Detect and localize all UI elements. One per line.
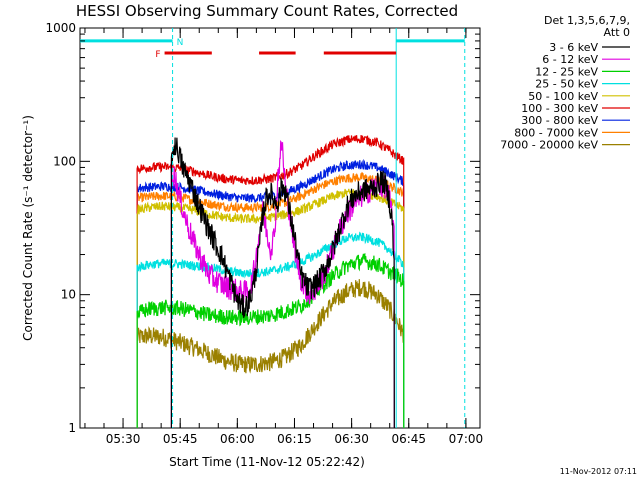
series-line-3to6kev (170, 137, 395, 429)
y-tick-label: 10 (61, 288, 76, 302)
series-layer (136, 134, 405, 429)
legend-header-line-1: Det 1,3,5,6,7,9, (544, 14, 630, 27)
flag-layer: FN (80, 28, 466, 428)
x-tick-label: 05:45 (163, 432, 198, 446)
series-line-12to25kev (136, 252, 405, 429)
x-tick-label: 06:45 (391, 432, 426, 446)
legend-entry-label: 12 - 25 keV (535, 65, 598, 78)
tick-layer: 1 10 100 1000 05:30 05:45 06:00 06:15 06:30 06:45… (45, 21, 483, 446)
y-tick-label: 1 (68, 421, 76, 435)
night-flag-label: N (177, 38, 184, 48)
x-tick-label: 06:15 (277, 432, 312, 446)
y-tick-label: 1000 (45, 21, 76, 35)
legend-entry-label: 50 - 100 keV (528, 90, 598, 103)
y-tick-label: 100 (53, 154, 76, 168)
legend-entry-label: 6 - 12 keV (542, 53, 598, 66)
x-tick-label: 05:30 (106, 432, 141, 446)
series-line-7000to20000kev (136, 279, 405, 429)
legend-entry-label: 25 - 50 keV (535, 78, 598, 91)
plot-frame (79, 27, 481, 429)
y-axis-label: Corrected Count Rate (s⁻¹ detector⁻¹) (21, 115, 35, 341)
flare-flag-label: F (155, 50, 160, 60)
chart-title: HESSI Observing Summary Count Rates, Cor… (76, 2, 458, 20)
x-tick-label: 06:30 (334, 432, 369, 446)
footer-date: 11-Nov-2012 07:11 (560, 467, 637, 476)
series-line-25to50kev (136, 231, 405, 429)
legend-entry-label: 7000 - 20000 keV (500, 139, 598, 152)
legend-entry-label: 100 - 300 keV (521, 102, 598, 115)
legend-header-line-2: Att 0 (604, 26, 630, 39)
legend-entry-label: 3 - 6 keV (549, 41, 598, 54)
x-tick-label: 07:00 (449, 432, 484, 446)
x-axis-label: Start Time (11-Nov-12 05:22:42) (169, 455, 365, 469)
x-tick-label: 06:00 (220, 432, 255, 446)
legend-entry-label: 300 - 800 keV (521, 114, 598, 127)
legend-entry-label: 800 - 7000 keV (514, 126, 598, 139)
